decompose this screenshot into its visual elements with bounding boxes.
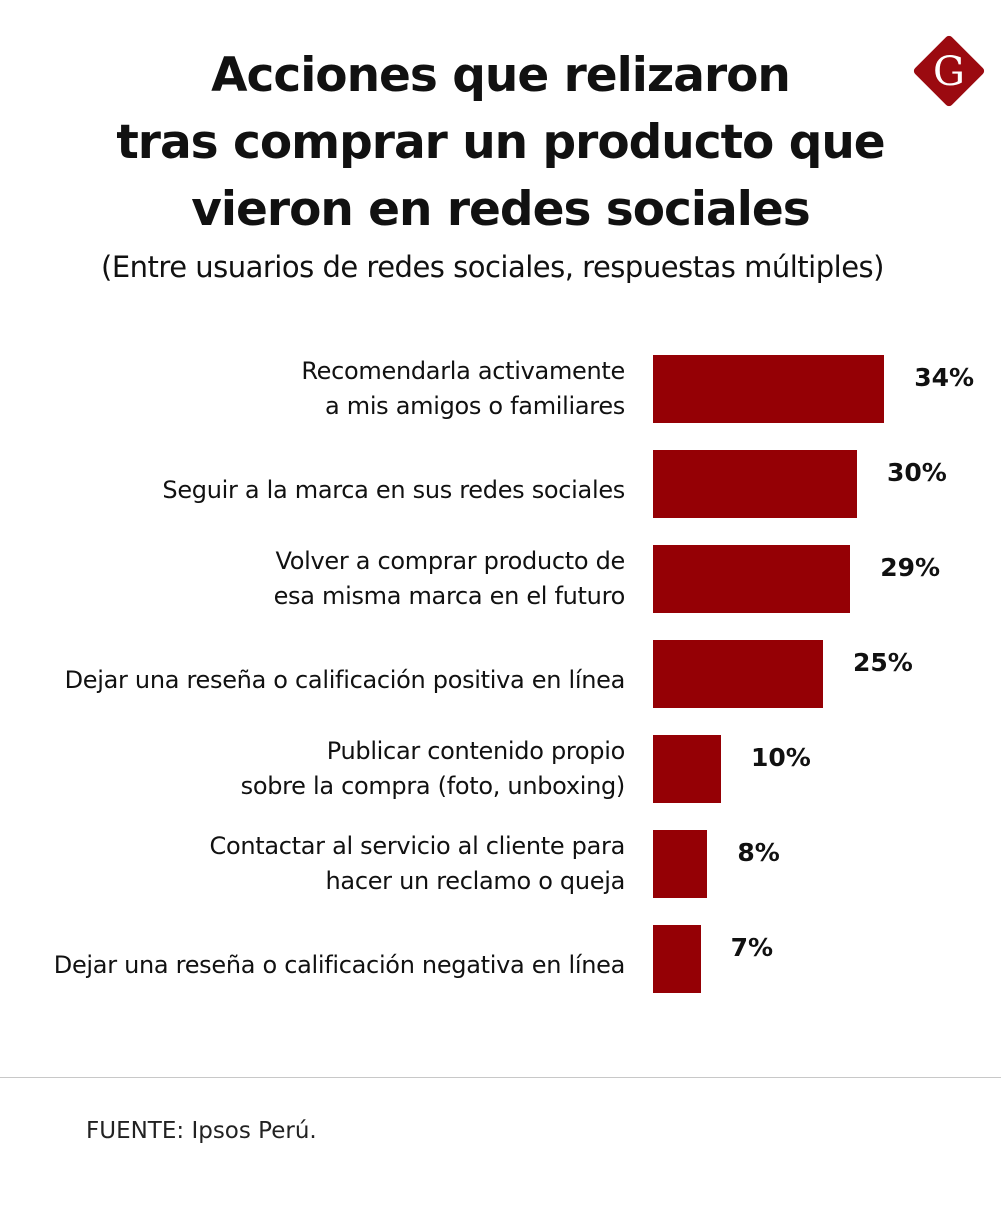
category-label-line: hacer un reclamo o queja [325, 867, 626, 895]
value-label: 10% [751, 743, 811, 772]
value-label: 29% [880, 553, 941, 582]
category-label: Dejar una reseña o calificación negativa… [53, 948, 626, 983]
chart-subtitle: (Entre usuarios de redes sociales, respu… [101, 250, 884, 284]
category-label-line: Contactar al servicio al cliente para [209, 832, 626, 860]
category-label-line: Dejar una reseña o calificación positiva… [64, 665, 626, 694]
category-label-line: Volver a comprar producto de [275, 547, 626, 575]
bar [653, 640, 823, 708]
bar [653, 355, 885, 423]
gestion-logo-icon: G [913, 35, 985, 107]
bar [653, 450, 857, 518]
value-label: 30% [887, 458, 947, 487]
source-note: FUENTE: Ipsos Perú. [86, 1118, 317, 1144]
bar [653, 545, 851, 613]
value-label: 7% [730, 933, 774, 962]
value-label: 34% [914, 363, 975, 392]
divider [0, 1077, 1001, 1078]
category-label-line: a mis amigos o familiares [325, 392, 625, 420]
bar-chart: Recomendarla activamente a mis amigos o f… [53, 354, 975, 993]
value-label: 8% [737, 838, 780, 867]
chart-title: Acciones que relizaron tras comprar un p… [0, 42, 1001, 243]
category-label: Contactar al servicio al cliente para hac… [210, 829, 626, 899]
title-line: vieron en redes sociales [191, 182, 810, 237]
category-label-line: sobre la compra (foto, unboxing) [240, 772, 626, 800]
bar [653, 735, 721, 803]
logo-letter: G [933, 49, 965, 95]
title-line: tras comprar un producto que [116, 115, 885, 170]
category-label: Volver a comprar producto de esa misma ma… [273, 544, 626, 614]
category-label-line: esa misma marca en el futuro [273, 582, 626, 610]
value-label: 25% [853, 648, 913, 677]
title-line: Acciones que relizaron [211, 48, 791, 103]
category-label: Seguir a la marca en sus redes sociales [162, 473, 625, 508]
category-label-line: Dejar una reseña o calificación negativa… [53, 950, 626, 979]
category-label: Publicar contenido propio sobre la compra… [240, 734, 626, 804]
category-label: Recomendarla activamente a mis amigos o f… [301, 354, 625, 424]
category-label-line: Seguir a la marca en sus redes sociales [162, 475, 625, 504]
bar [653, 830, 708, 898]
bar [653, 925, 701, 993]
category-label: Dejar una reseña o calificación positiva… [64, 663, 626, 698]
category-label-line: Publicar contenido propio [326, 737, 626, 765]
category-label-line: Recomendarla activamente [301, 357, 625, 385]
